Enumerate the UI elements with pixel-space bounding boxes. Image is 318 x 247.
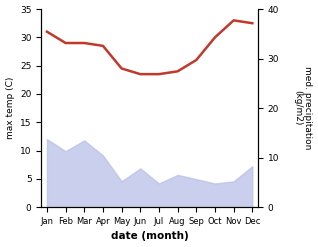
X-axis label: date (month): date (month)	[111, 231, 189, 242]
Y-axis label: med. precipitation
(kg/m2): med. precipitation (kg/m2)	[293, 66, 313, 150]
Y-axis label: max temp (C): max temp (C)	[5, 77, 15, 139]
